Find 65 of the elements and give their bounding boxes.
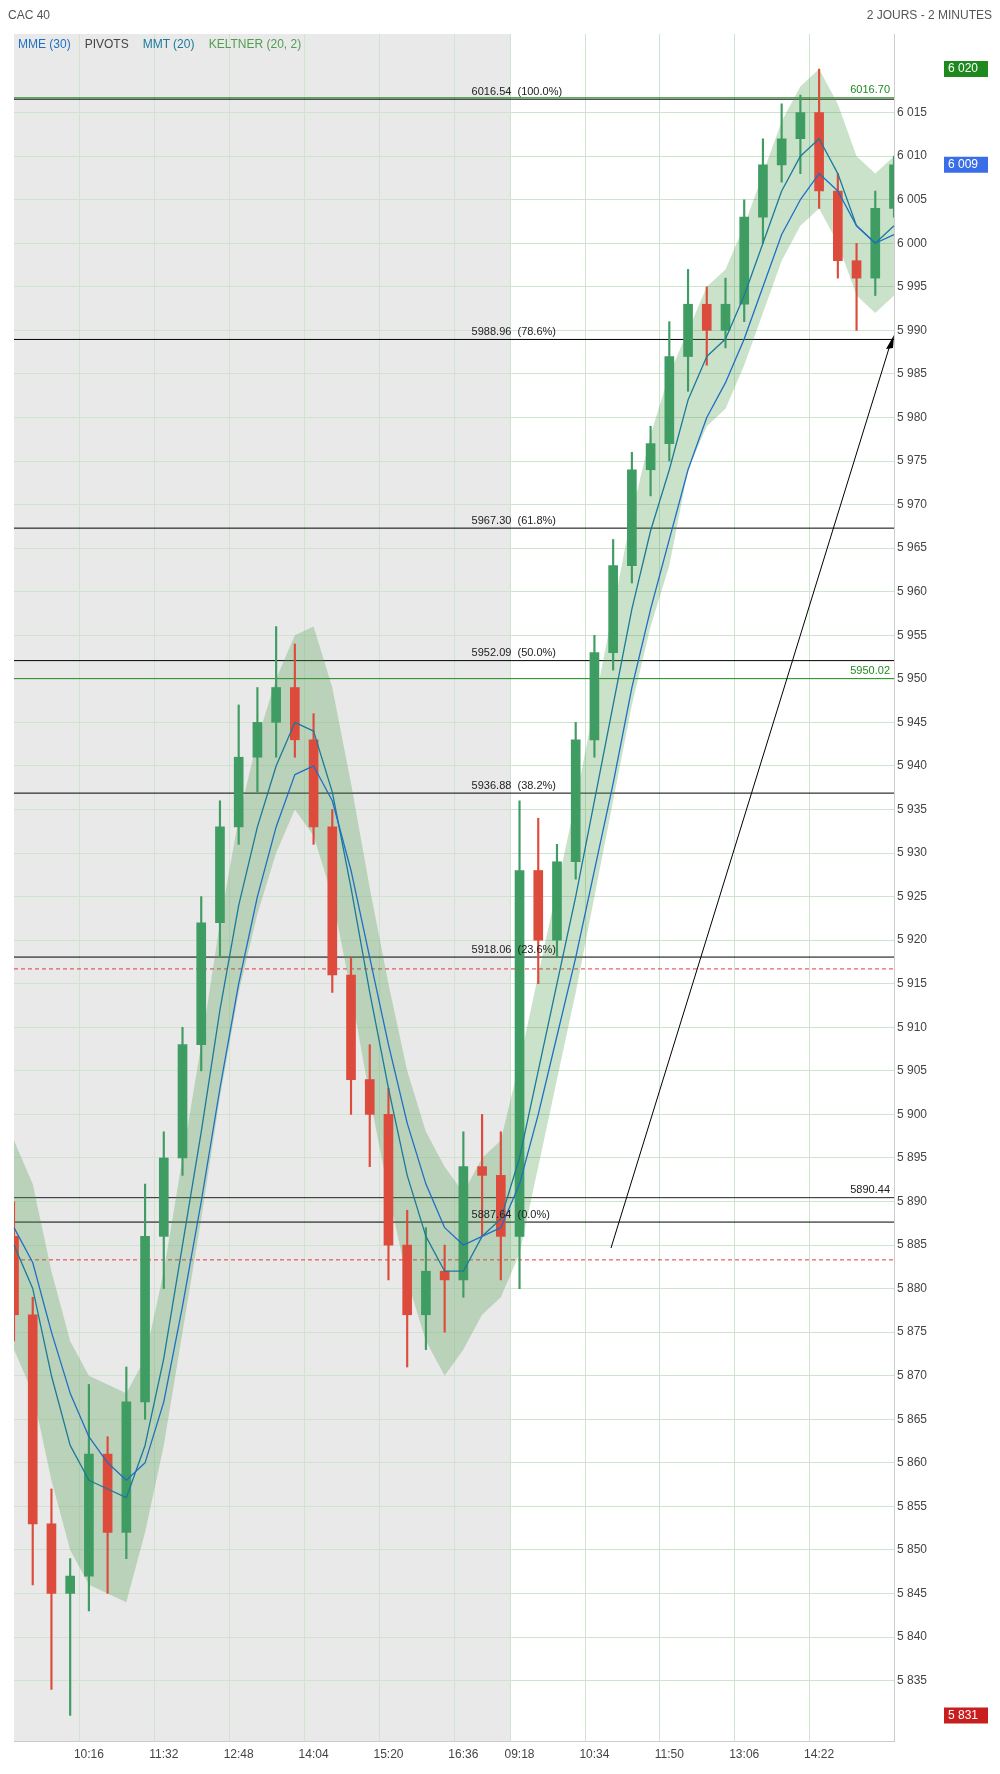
ref-line-label: 5952.09 (50.0%): [471, 646, 556, 659]
y-tick-label: 5 855: [897, 1498, 928, 1513]
ref-line-label: 5950.02: [850, 664, 890, 677]
y-tick-label: 5 960: [897, 584, 928, 599]
x-tick-label: 10:34: [579, 1747, 610, 1762]
ref-line-label: 6016.70: [850, 83, 890, 96]
x-tick-label: 09:18: [504, 1747, 535, 1762]
x-tick-label: 10:16: [73, 1747, 105, 1762]
text: MME (30): [18, 36, 71, 51]
y-tick-label: 5 865: [897, 1411, 928, 1426]
y-tick-label: 5 870: [897, 1368, 928, 1383]
y-tick-label: 5 915: [897, 976, 928, 991]
chart-title: CAC 40: [8, 8, 51, 24]
y-tick-label: 6 000: [897, 235, 928, 250]
y-tick-label: 5 955: [897, 627, 928, 642]
ref-line-label: 5967.30 (61.8%): [471, 513, 556, 526]
ref-line-label: 5890.44: [850, 1183, 890, 1196]
legend-label: KELTNER (20, 2): [208, 36, 302, 51]
y-tick-label: 5 985: [897, 366, 928, 381]
y-tick-label: 5 950: [897, 671, 928, 686]
y-tick-label: 5 910: [897, 1019, 928, 1034]
x-tick-label: 16:36: [448, 1747, 479, 1762]
y-tick-label: 5 890: [897, 1193, 928, 1208]
ref-line-label: 5936.88 (38.2%): [471, 778, 556, 791]
ref-line-label: 6016.54 (100.0%): [471, 84, 563, 97]
y-tick-label: 5 925: [897, 888, 928, 903]
y-tick-label: 6 010: [897, 148, 928, 163]
y-tick-label: 6 015: [897, 104, 928, 119]
y-tick-label: 5 905: [897, 1063, 928, 1078]
y-tick-label: 5 835: [897, 1672, 928, 1687]
y-tick-label: 5 975: [897, 453, 928, 468]
y-tick-label: 5 965: [897, 540, 928, 555]
text: 2 JOURS - 2 MINUTES: [866, 8, 992, 24]
y-tick-label: 5 935: [897, 801, 928, 816]
x-tick-label: 13:06: [729, 1747, 760, 1762]
y-tick-label: 5 875: [897, 1324, 928, 1339]
x-tick-label: 11:32: [149, 1747, 179, 1762]
y-tick-label: 5 970: [897, 496, 928, 511]
y-tick-label: 5 845: [897, 1585, 928, 1600]
x-tick-label: 14:04: [298, 1747, 329, 1762]
y-tick-label: 5 990: [897, 322, 928, 337]
x-tick-label: 12:48: [223, 1747, 255, 1762]
text: 6 020: [948, 61, 979, 76]
y-tick-label: 5 860: [897, 1455, 928, 1470]
x-tick-label: 14:22: [804, 1747, 835, 1762]
y-tick-label: 5 980: [897, 409, 928, 424]
y-tick-label: 5 995: [897, 279, 928, 294]
y-tick-label: 5 880: [897, 1280, 928, 1295]
text: 5 831: [948, 1707, 979, 1722]
ref-line-label: 5988.96 (78.6%): [471, 324, 556, 337]
y-tick-label: 5 850: [897, 1542, 928, 1557]
y-tick-label: 5 930: [897, 845, 928, 860]
y-tick-label: 5 900: [897, 1106, 928, 1121]
y-tick-label: 6 005: [897, 192, 928, 207]
y-tick-label: 5 895: [897, 1150, 928, 1165]
y-tick-label: 5 885: [897, 1237, 928, 1252]
y-tick-label: 5 940: [897, 758, 928, 773]
text: MMT (20): [142, 36, 195, 51]
y-tick-label: 5 920: [897, 932, 928, 947]
x-tick-label: 11:50: [654, 1747, 685, 1762]
y-tick-label: 5 840: [897, 1629, 928, 1644]
annotation: PIVOTS: [84, 36, 129, 51]
text: 6 009: [948, 157, 979, 172]
x-tick-label: 15:20: [373, 1747, 404, 1762]
y-tick-label: 5 945: [897, 714, 928, 729]
